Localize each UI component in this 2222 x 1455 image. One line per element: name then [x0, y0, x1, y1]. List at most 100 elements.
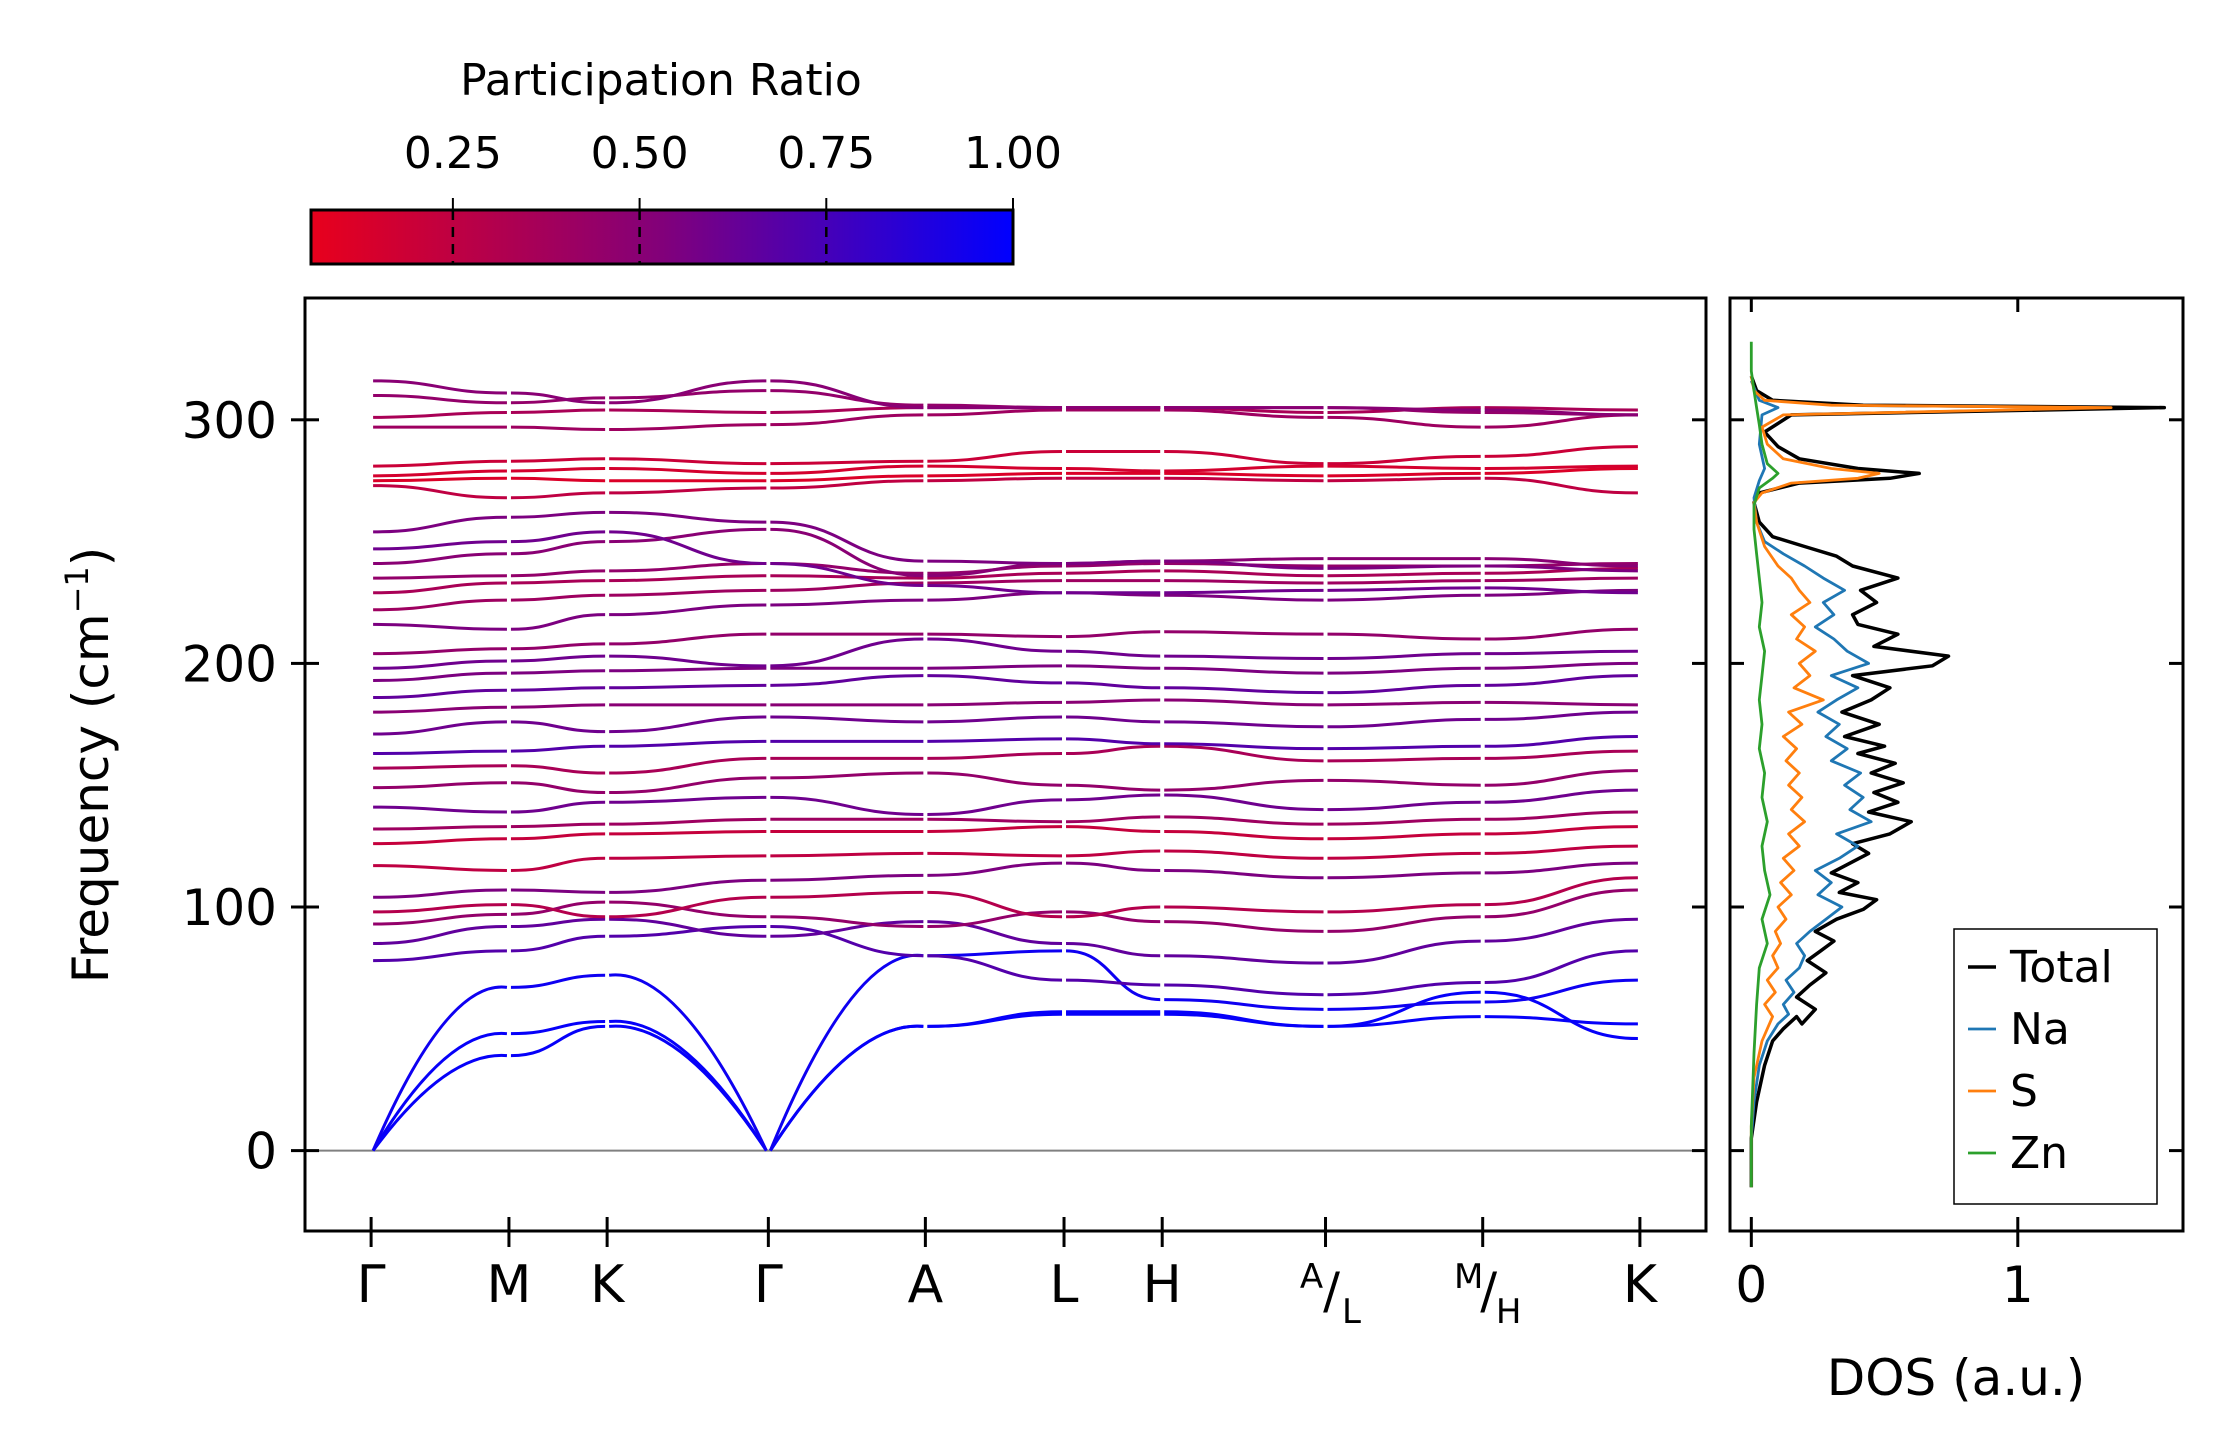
k-point-label: L — [1050, 1255, 1079, 1315]
dos-x-tick-label: 0 — [1735, 1256, 1767, 1314]
phonon-band-segment — [510, 669, 606, 675]
phonon-band-segment — [1066, 698, 1161, 704]
phonon-band-segment — [510, 856, 606, 872]
phonon-band-segment — [373, 705, 507, 714]
phonon-band-segment — [1484, 1015, 1638, 1026]
phonon-band-segment — [609, 715, 767, 734]
phonon-band-segment — [770, 459, 924, 466]
colorbar: Participation Ratio 0.25 0.50 0.75 1.00 — [309, 55, 1062, 266]
phonon-band-segment — [1327, 817, 1481, 826]
colorbar-tick-label: 1.00 — [964, 128, 1062, 179]
phonon-band-segment — [769, 1024, 924, 1152]
phonon-band-segment — [1484, 949, 1638, 985]
phonon-band-segment — [373, 764, 507, 770]
phonon-band-segment — [373, 781, 507, 790]
phonon-band-segment — [609, 379, 767, 405]
phonon-band-segment — [927, 700, 1063, 707]
phonon-band-segment — [1327, 564, 1481, 570]
k-point-label-sub: L — [1342, 1292, 1361, 1332]
phonon-band-segment — [510, 569, 606, 578]
phonon-band-segment — [609, 817, 767, 826]
phonon-band-segment — [510, 781, 606, 795]
phonon-band-segment — [373, 837, 507, 846]
y-tick-label: 100 — [182, 879, 277, 937]
phonon-band-segment — [510, 917, 606, 928]
phonon-band-segment — [1066, 978, 1161, 987]
phonon-band-segment — [927, 861, 1063, 877]
phonon-band-segment — [927, 674, 1063, 685]
colorbar-frame — [309, 208, 1015, 266]
phonon-band-segment — [373, 647, 507, 656]
phonon-band-segment — [373, 410, 507, 419]
phonon-band-segment — [1327, 700, 1481, 707]
k-point-label: Γ — [357, 1255, 386, 1315]
phonon-band-segment — [927, 771, 1063, 787]
phonon-band-segment — [770, 527, 924, 578]
phonon-band-segment — [510, 396, 606, 405]
phonon-band-segment — [1327, 778, 1481, 787]
phonon-band-segment — [510, 476, 606, 483]
phonon-band-segment — [1327, 632, 1481, 641]
k-point-label-sub: H — [1496, 1292, 1522, 1332]
colorbar-tick-label: 0.50 — [591, 128, 689, 179]
phonon-band-segment — [609, 924, 767, 938]
phonon-band-segment — [927, 715, 1063, 724]
dos-axes-frame — [1728, 296, 2185, 1233]
phonon-band-segment — [510, 530, 606, 544]
phonon-band-segment — [1484, 566, 1638, 575]
phonon-band-segment — [927, 632, 1063, 639]
phonon-band-segment — [1484, 917, 1638, 943]
phonon-band-segment — [510, 425, 606, 432]
phonon-band-segment — [1164, 793, 1324, 812]
phonon-band-segment — [373, 393, 507, 405]
phonon-band-segment — [770, 598, 924, 607]
phonon-band-segment — [1327, 981, 1481, 997]
phonon-band-segment — [373, 671, 507, 682]
phonon-band-segment — [510, 686, 606, 692]
legend-label: Total — [2009, 942, 2113, 993]
phonon-band-segment — [1066, 562, 1161, 568]
band-axes-frame — [303, 296, 1708, 1233]
phonon-band-segment — [1066, 942, 1161, 958]
phonon-band-segment — [373, 476, 507, 483]
phonon-band-segment — [373, 552, 507, 566]
phonon-band-segment — [609, 603, 767, 617]
phonon-band-segment — [1327, 454, 1481, 466]
dos-series-na — [1749, 380, 1873, 1188]
phonon-band-segment — [1164, 449, 1324, 466]
phonon-band-segment — [1164, 849, 1324, 860]
legend-items: Total Na S Zn — [1968, 942, 2113, 1179]
phonon-band-segment — [373, 659, 507, 670]
phonon-band-segment — [1164, 815, 1324, 826]
phonon-band-segment — [609, 854, 767, 860]
phonon-band-segment — [373, 581, 507, 595]
phonon-band-segment — [1066, 849, 1161, 858]
phonon-band-segment — [373, 749, 507, 756]
phonon-band-segment — [1066, 861, 1161, 872]
phonon-band-segment — [1484, 700, 1638, 707]
phonon-band-segment — [1066, 737, 1161, 746]
phonon-band-segment — [927, 579, 1063, 585]
phonon-band-segment — [1327, 406, 1481, 412]
phonon-band-segment — [1484, 710, 1638, 721]
phonon-band-segment — [510, 654, 606, 663]
phonon-band-segment — [373, 864, 507, 872]
phonon-band-segment — [1484, 661, 1638, 670]
phonon-band-segment — [1164, 905, 1324, 914]
phonon-band-segment — [770, 851, 924, 858]
phonon-band-segment — [1164, 408, 1324, 419]
phonon-band-segment — [770, 715, 924, 724]
phonon-band-segment — [770, 474, 924, 483]
phonon-band-segment — [371, 1032, 508, 1152]
phonon-band-segment — [1327, 915, 1481, 933]
phonon-band-segment — [1164, 593, 1324, 602]
phonon-band-segment — [510, 642, 606, 651]
phonon-band-segment — [927, 408, 1063, 417]
legend-label: Zn — [2010, 1128, 2068, 1179]
phonon-band-segment — [1164, 476, 1324, 483]
phonon-band-segment — [1484, 888, 1638, 919]
phonon-band-segment — [1066, 793, 1161, 802]
phonon-band-segment — [510, 888, 606, 894]
phonon-band-segment — [1484, 861, 1638, 875]
phonon-band-segment — [769, 1024, 924, 1152]
